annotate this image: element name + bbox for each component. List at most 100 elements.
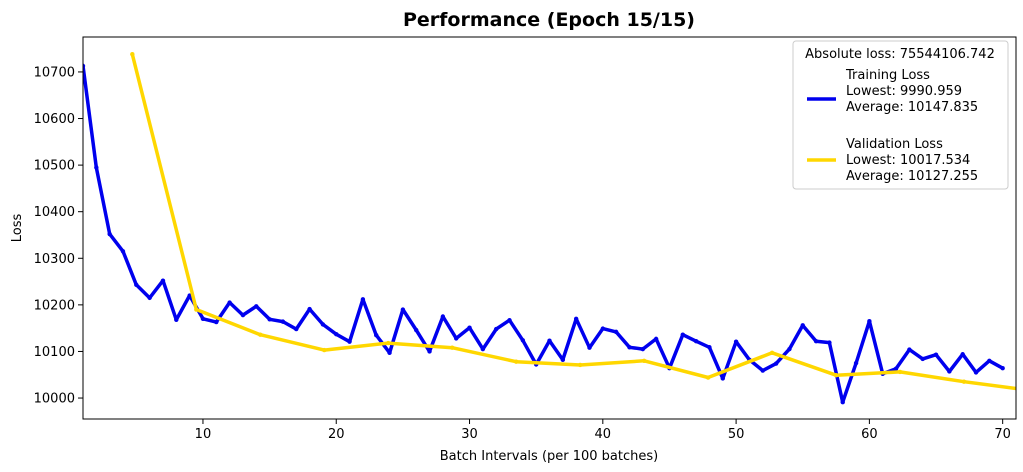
series-0-point bbox=[613, 329, 619, 335]
series-0-point bbox=[800, 323, 805, 328]
y-tick-label: 10700 bbox=[34, 65, 75, 80]
series-0-point bbox=[987, 358, 992, 363]
series-1-point bbox=[513, 359, 519, 364]
series-0-point bbox=[280, 319, 286, 324]
series-0-point bbox=[107, 231, 112, 237]
series-0-point bbox=[360, 297, 366, 302]
series-0-point bbox=[707, 345, 712, 350]
series-line-0 bbox=[83, 65, 1004, 404]
series-0-point bbox=[120, 249, 126, 254]
series-0-point bbox=[480, 346, 486, 352]
series-1-point bbox=[961, 379, 967, 384]
x-tick-label: 70 bbox=[994, 427, 1011, 442]
legend-box bbox=[792, 40, 1009, 190]
x-tick-label: 10 bbox=[195, 427, 212, 442]
y-tick-label: 10600 bbox=[34, 112, 75, 127]
series-0-point bbox=[454, 336, 459, 341]
series-0-point bbox=[227, 300, 232, 305]
series-0-point bbox=[387, 350, 392, 356]
series-0-point bbox=[973, 370, 979, 375]
series-0-point bbox=[520, 338, 526, 343]
series-0-point bbox=[560, 357, 566, 363]
series-0-point bbox=[214, 319, 219, 325]
legend-validation-average: Average: 10127.255 bbox=[846, 169, 978, 184]
legend-training-average: Average: 10147.835 bbox=[846, 100, 978, 115]
series-1-point bbox=[769, 350, 775, 356]
series-1-point bbox=[322, 347, 327, 353]
series-0-point bbox=[334, 332, 339, 337]
x-tick-label: 40 bbox=[595, 427, 612, 442]
series-1-point bbox=[641, 358, 647, 363]
series-0-point bbox=[547, 338, 552, 343]
series-0-point bbox=[907, 347, 912, 352]
legend: Absolute loss: 75544106.742 Training Los… bbox=[792, 40, 1009, 190]
series-0-point bbox=[254, 304, 259, 309]
axis-ticks: 10 20 30 40 50 60 70 10000 10100 10200 10300 10400 1… bbox=[34, 65, 1011, 442]
series-0-point bbox=[267, 317, 272, 322]
legend-validation-lowest: Lowest: 10017.534 bbox=[846, 153, 970, 168]
series-0-point bbox=[867, 318, 872, 324]
series-0-point bbox=[853, 360, 859, 366]
series-1-point bbox=[897, 369, 903, 375]
series-0-point bbox=[240, 312, 246, 318]
series-0-point bbox=[893, 366, 899, 371]
series-1-point bbox=[130, 52, 135, 57]
series-0-point bbox=[374, 332, 379, 338]
series-0-point bbox=[200, 316, 206, 322]
x-tick-label: 60 bbox=[861, 427, 878, 442]
series-0-point bbox=[813, 339, 819, 344]
series-0-point bbox=[960, 352, 965, 357]
series-0-point bbox=[174, 317, 179, 322]
y-tick-label: 10300 bbox=[34, 252, 75, 267]
series-0-point bbox=[1000, 366, 1005, 371]
legend-training-name: Training Loss bbox=[845, 68, 930, 83]
series-0-point bbox=[134, 282, 139, 288]
series-1-point bbox=[705, 375, 711, 380]
series-0-point bbox=[467, 325, 472, 330]
series-1-point bbox=[194, 307, 199, 312]
series-0-point bbox=[773, 361, 779, 366]
series-1-point bbox=[386, 340, 391, 346]
y-axis-label: Loss bbox=[10, 214, 25, 243]
series-0-point bbox=[307, 306, 312, 312]
y-tick-label: 10400 bbox=[34, 205, 75, 220]
series-0-point bbox=[640, 346, 645, 352]
x-tick-label: 20 bbox=[328, 427, 345, 442]
y-tick-label: 10100 bbox=[34, 345, 75, 360]
legend-training-lowest: Lowest: 9990.959 bbox=[846, 84, 962, 99]
y-tick-label: 10500 bbox=[34, 159, 75, 174]
series-0-point bbox=[414, 327, 419, 333]
series-1-point bbox=[450, 345, 455, 350]
x-axis-label: Batch Intervals (per 100 batches) bbox=[440, 449, 658, 464]
series-0-point bbox=[827, 340, 832, 345]
series-0-point bbox=[947, 369, 952, 374]
series-0-point bbox=[653, 336, 659, 342]
series-0-point bbox=[507, 318, 512, 323]
series-0-point bbox=[840, 400, 845, 405]
series-0-point bbox=[320, 322, 326, 327]
series-0-point bbox=[440, 314, 446, 319]
chart-title: Performance (Epoch 15/15) bbox=[403, 9, 695, 31]
series-0-point bbox=[160, 278, 166, 283]
plot-frame bbox=[82, 36, 1017, 420]
series-0-point bbox=[400, 307, 406, 312]
series-0-point bbox=[587, 345, 592, 350]
series-0-point bbox=[720, 376, 725, 381]
x-tick-label: 30 bbox=[461, 427, 478, 442]
series-0-point bbox=[627, 345, 632, 350]
series-1-point bbox=[258, 332, 263, 337]
series-0-point bbox=[493, 326, 499, 332]
series-1-point bbox=[577, 362, 583, 368]
series-0-point bbox=[83, 63, 86, 69]
y-tick-label: 10200 bbox=[34, 298, 75, 313]
series-0-point bbox=[573, 316, 579, 322]
series-0-point bbox=[733, 339, 739, 344]
series-0-point bbox=[693, 339, 699, 344]
y-tick-label: 10000 bbox=[34, 392, 75, 407]
series-0-point bbox=[933, 352, 939, 357]
series-layer bbox=[83, 52, 1016, 405]
series-0-point bbox=[760, 368, 765, 373]
legend-validation-name: Validation Loss bbox=[846, 137, 943, 152]
series-0-point bbox=[920, 356, 925, 362]
